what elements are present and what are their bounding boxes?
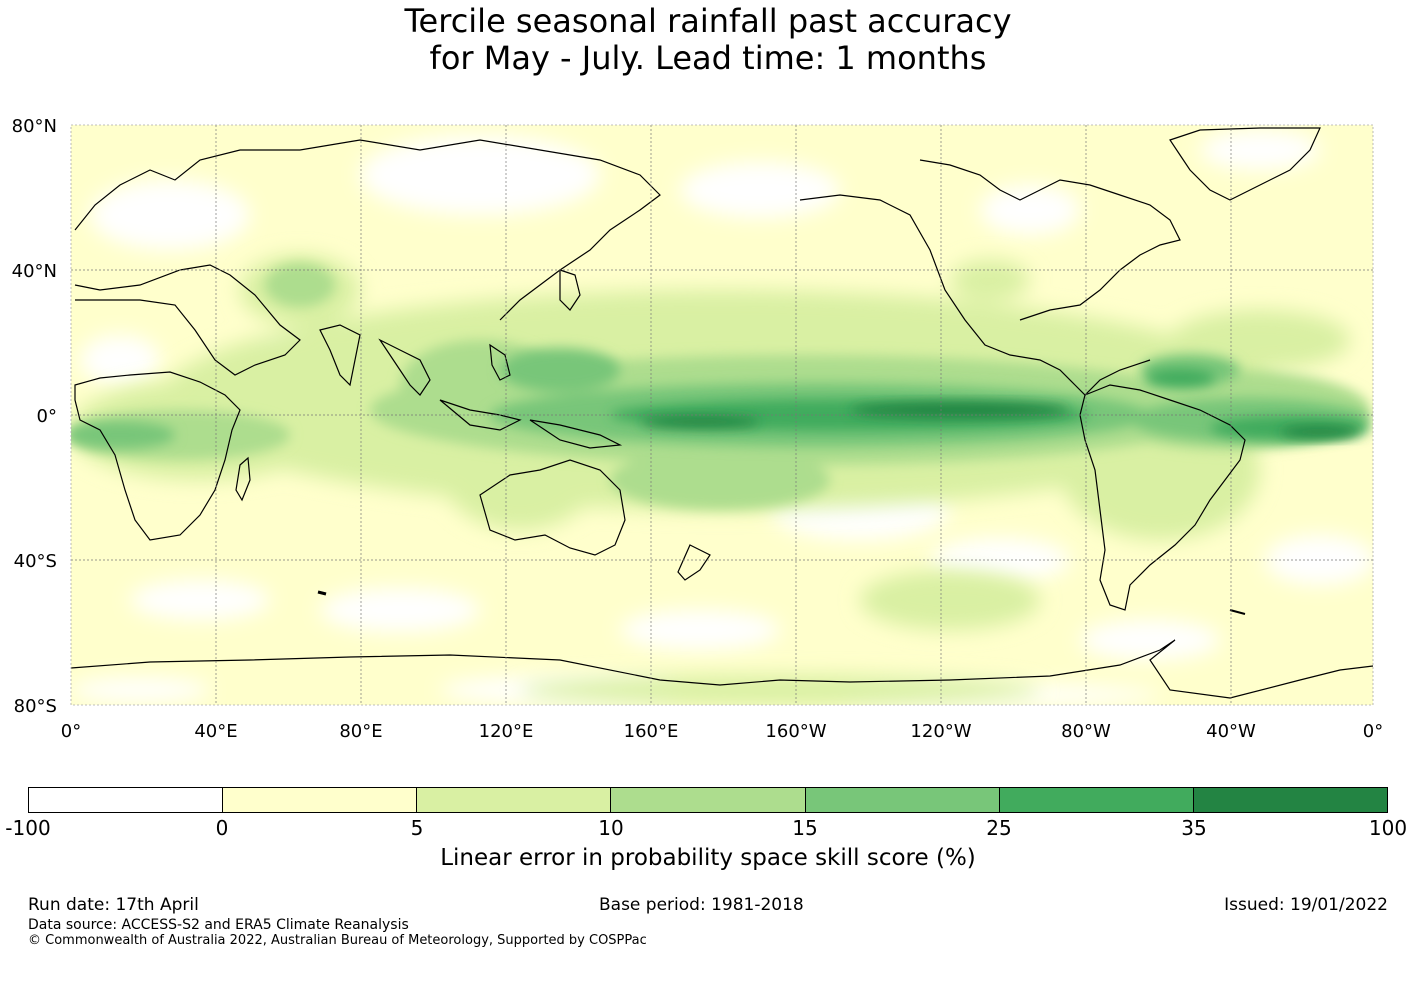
run-date: Run date: 17th April [28,895,199,915]
map-title-line-1: Tercile seasonal rainfall past accuracy [404,2,1012,40]
graticule [71,125,1373,705]
copyright-notice: © Commonwealth of Australia 2022, Austra… [28,933,647,948]
longitude-labels: 0° 40°E 80°E 120°E 160°E 160°W 120°W 80°… [61,721,1383,742]
lon-label: 160°E [624,721,679,742]
colorbar [28,787,1388,813]
colorbar-segment [611,788,806,812]
colorbar-tick: 25 [986,816,1012,840]
data-source: Data source: ACCESS-S2 and ERA5 Climate … [28,917,409,933]
latitude-labels: 80°N 40°N 0° 40°S 80°S [12,116,57,717]
colorbar-segment [1193,788,1387,812]
colorbar-segment [805,788,1000,812]
lon-label: 80°W [1061,721,1111,742]
lat-label: 80°N [12,116,57,137]
lon-label: 80°E [339,721,382,742]
lon-label: 120°E [479,721,534,742]
colorbar-label: Linear error in probability space skill … [440,845,976,871]
skill-score-map: 80°N 40°N 0° 40°S 80°S 0° 40°E 80°E 120°… [12,116,1384,742]
lon-label: 40°W [1206,721,1256,742]
skill-35-100-areas [640,402,1360,438]
lon-label: 0° [61,721,81,742]
colorbar-tick: 15 [792,816,818,840]
lon-label: 160°W [765,721,826,742]
lon-label: 120°W [910,721,971,742]
colorbar-tick: 100 [1368,816,1408,840]
colorbar-segment [999,788,1194,812]
colorbar-segment [223,788,418,812]
colorbar-tick: 35 [1181,816,1207,840]
lon-label: 40°E [194,721,237,742]
lat-label: 40°N [12,261,57,282]
map-frame [70,124,1374,706]
colorbar-segment [29,788,224,812]
colorbar-tick: 0 [215,816,229,840]
colorbar-segment [417,788,612,812]
lon-label: 0° [1363,721,1383,742]
colorbar-tick: 10 [598,816,624,840]
map-title-line-2: for May - July. Lead time: 1 months [429,39,987,77]
base-period: Base period: 1981-2018 [599,895,804,915]
lat-label: 80°S [14,696,57,717]
lat-label: 40°S [14,551,57,572]
colorbar-tick: -100 [5,816,51,840]
lat-label: 0° [37,406,57,427]
colorbar-tick: 5 [410,816,424,840]
issued-date: Issued: 19/01/2022 [1224,895,1388,915]
coastlines [71,127,1373,699]
